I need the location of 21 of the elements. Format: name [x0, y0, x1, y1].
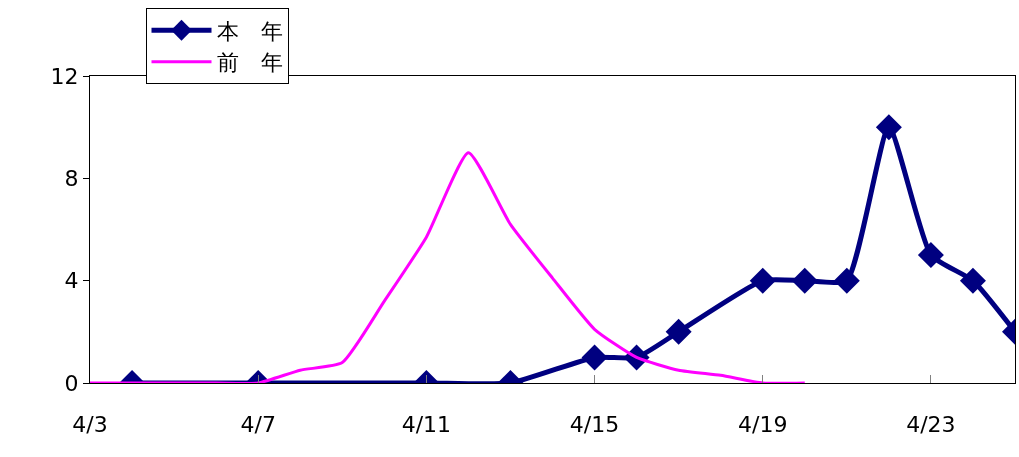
- x-tick-label: 4/23: [906, 412, 956, 438]
- line-series: [90, 151, 807, 383]
- y-tick-label: 0: [64, 370, 79, 396]
- point: [875, 114, 902, 141]
- point: [791, 267, 818, 294]
- legend-label: 前 年: [216, 50, 283, 76]
- x-tick-label: 4/19: [738, 412, 788, 438]
- point: [581, 344, 608, 371]
- x-tick-label: 4/15: [569, 412, 620, 438]
- x-tick-label: 4/11: [401, 412, 452, 438]
- y-tick-label: 4: [64, 268, 79, 294]
- point: [749, 267, 776, 294]
- point: [959, 267, 986, 294]
- x-tick-label: 4/7: [240, 412, 276, 438]
- legend-label: 本 年: [216, 18, 283, 44]
- point: [917, 242, 944, 269]
- point: [665, 318, 692, 345]
- y-tick-label: 8: [64, 166, 79, 192]
- x-tick-label: 4/3: [72, 412, 108, 438]
- y-tick-label: 12: [50, 63, 79, 89]
- point: [833, 267, 860, 294]
